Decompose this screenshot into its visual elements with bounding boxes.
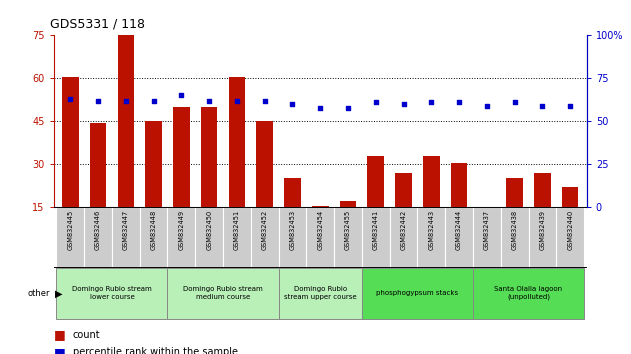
Text: Domingo Rubio
stream upper course: Domingo Rubio stream upper course [284, 286, 357, 299]
Bar [478, 207, 495, 250]
Bar [445, 207, 473, 267]
Bar [362, 207, 390, 267]
Bar [334, 207, 362, 267]
Text: GSM832438: GSM832438 [512, 210, 517, 250]
Bar [251, 207, 278, 267]
Text: GSM832444: GSM832444 [456, 210, 462, 250]
Text: GSM832443: GSM832443 [428, 210, 434, 250]
Text: GDS5331 / 118: GDS5331 / 118 [50, 17, 146, 30]
Text: ■: ■ [54, 328, 66, 341]
Text: GSM832437: GSM832437 [484, 210, 490, 250]
Bar [256, 121, 273, 250]
Point [315, 105, 326, 110]
Text: phosphogypsum stacks: phosphogypsum stacks [376, 290, 459, 296]
Text: Domingo Rubio stream
lower course: Domingo Rubio stream lower course [72, 286, 152, 299]
Bar [367, 156, 384, 250]
Point [399, 101, 409, 107]
Text: GSM832441: GSM832441 [373, 210, 379, 250]
Bar [223, 207, 251, 267]
Text: GSM832452: GSM832452 [262, 210, 268, 250]
Bar [139, 207, 167, 267]
Point [510, 99, 520, 105]
Text: ▶: ▶ [55, 289, 62, 299]
Bar [278, 268, 362, 319]
Point [121, 98, 131, 103]
Point [482, 103, 492, 109]
Point [232, 98, 242, 103]
Bar [167, 268, 278, 319]
Bar [284, 178, 301, 250]
Text: GSM832440: GSM832440 [567, 210, 573, 250]
Point [259, 98, 269, 103]
Bar [56, 207, 84, 267]
Bar [228, 77, 245, 250]
Bar [201, 107, 218, 250]
Bar [112, 207, 139, 267]
Bar [395, 173, 412, 250]
Text: GSM832454: GSM832454 [317, 210, 323, 250]
Bar [529, 207, 557, 267]
Bar [506, 178, 523, 250]
Point [148, 98, 158, 103]
Bar [173, 107, 190, 250]
Text: GSM832450: GSM832450 [206, 210, 212, 250]
Bar [167, 207, 195, 267]
Text: GSM832445: GSM832445 [68, 210, 73, 250]
Bar [473, 207, 501, 267]
Point [427, 99, 437, 105]
Point [565, 103, 575, 109]
Point [287, 101, 297, 107]
Bar [278, 207, 306, 267]
Point [204, 98, 214, 103]
Bar [473, 268, 584, 319]
Bar [84, 207, 112, 267]
Text: count: count [73, 330, 100, 339]
Text: GSM832447: GSM832447 [123, 210, 129, 250]
Text: ■: ■ [54, 346, 66, 354]
Bar [501, 207, 529, 267]
Bar [312, 206, 329, 250]
Bar [145, 121, 162, 250]
Point [371, 99, 381, 105]
Point [176, 93, 186, 98]
Point [454, 99, 464, 105]
Point [538, 103, 548, 109]
Text: Domingo Rubio stream
medium course: Domingo Rubio stream medium course [183, 286, 263, 299]
Text: GSM832439: GSM832439 [540, 210, 545, 250]
Bar [418, 207, 445, 267]
Bar [390, 207, 418, 267]
Text: GSM832442: GSM832442 [401, 210, 406, 250]
Bar [534, 173, 551, 250]
Text: GSM832451: GSM832451 [234, 210, 240, 250]
Bar [451, 163, 468, 250]
Bar [306, 207, 334, 267]
Point [65, 96, 75, 102]
Bar [557, 207, 584, 267]
Bar [117, 35, 134, 250]
Text: GSM832449: GSM832449 [179, 210, 184, 250]
Text: Santa Olalla lagoon
(unpolluted): Santa Olalla lagoon (unpolluted) [495, 286, 563, 300]
Bar [195, 207, 223, 267]
Bar [423, 156, 440, 250]
Bar [90, 123, 107, 250]
Bar [56, 268, 167, 319]
Bar [62, 77, 79, 250]
Point [93, 98, 103, 103]
Text: GSM832448: GSM832448 [151, 210, 156, 250]
Bar [339, 201, 357, 250]
Text: GSM832453: GSM832453 [290, 210, 295, 250]
Point [343, 105, 353, 110]
Bar [562, 187, 579, 250]
Text: other: other [28, 289, 50, 298]
Text: GSM832446: GSM832446 [95, 210, 101, 250]
Text: percentile rank within the sample: percentile rank within the sample [73, 347, 237, 354]
Bar [362, 268, 473, 319]
Text: GSM832455: GSM832455 [345, 210, 351, 250]
